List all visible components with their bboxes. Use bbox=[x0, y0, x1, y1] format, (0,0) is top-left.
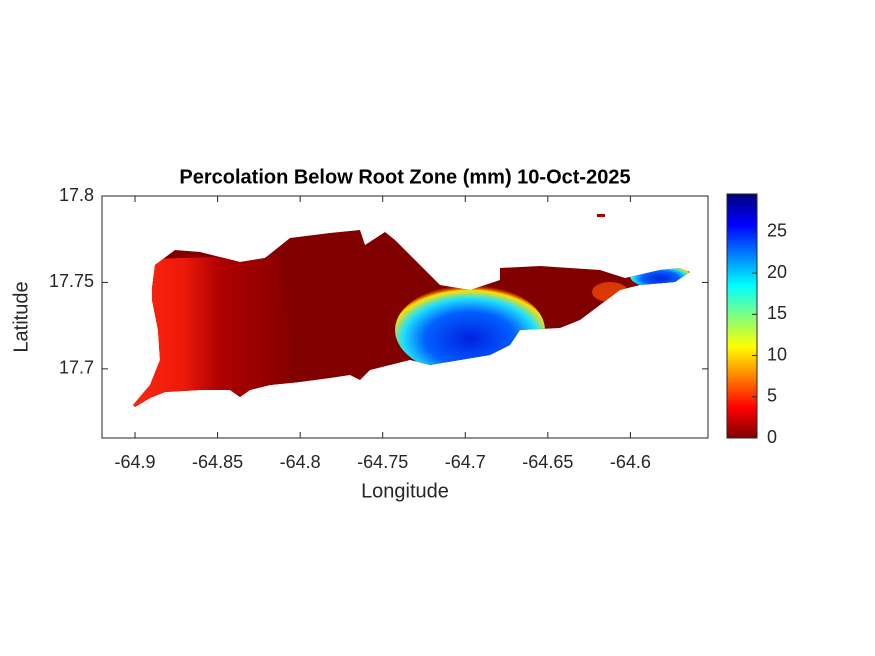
colorbar-tick-label: 20 bbox=[767, 262, 787, 282]
colorbar-tick-label: 15 bbox=[767, 303, 787, 323]
x-tick-label: -64.9 bbox=[115, 452, 156, 472]
colorbar-tick-label: 25 bbox=[767, 221, 787, 241]
y-tick-label: 17.75 bbox=[49, 271, 94, 291]
x-axis-label: Longitude bbox=[361, 480, 449, 502]
y-axis-label: Latitude bbox=[10, 281, 32, 352]
x-tick-label: -64.6 bbox=[610, 452, 651, 472]
x-tick-label: -64.8 bbox=[280, 452, 321, 472]
y-tick-label: 17.8 bbox=[59, 185, 94, 205]
x-tick-label: -64.75 bbox=[357, 452, 408, 472]
colorbar-tick-label: 5 bbox=[767, 386, 777, 406]
x-tick-label: -64.65 bbox=[522, 452, 573, 472]
colorbar bbox=[726, 193, 758, 439]
x-tick-label: -64.85 bbox=[192, 452, 243, 472]
chart-title: Percolation Below Root Zone (mm) 10-Oct-… bbox=[179, 166, 630, 188]
y-tick-label: 17.7 bbox=[59, 358, 94, 378]
colorbar-tick-label: 0 bbox=[767, 427, 777, 447]
x-tick-label: -64.7 bbox=[445, 452, 486, 472]
colorbar-tick-label: 10 bbox=[767, 344, 787, 364]
